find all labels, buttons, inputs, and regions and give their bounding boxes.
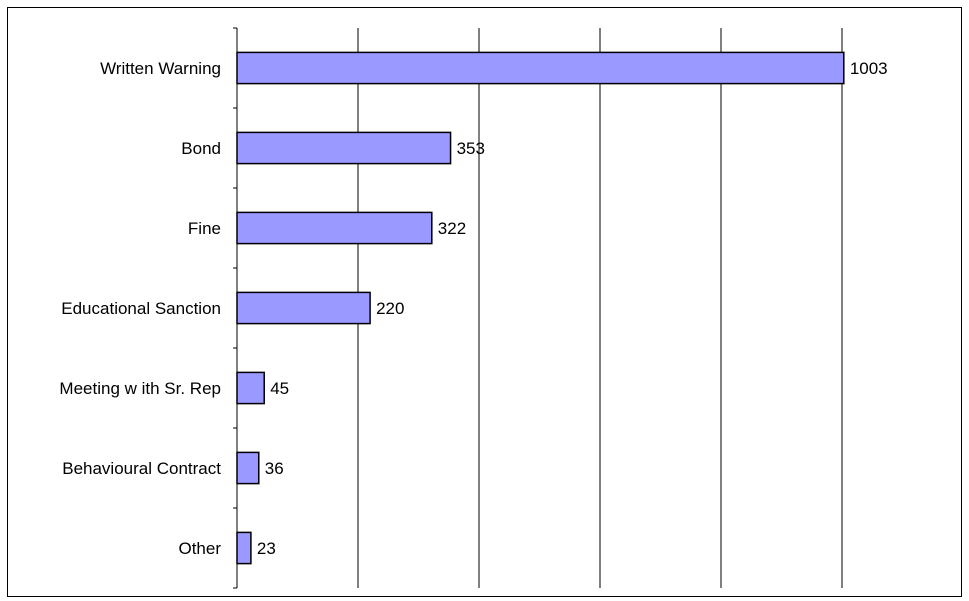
bar: [236, 531, 252, 565]
bar: [236, 451, 260, 485]
category-label: Educational Sanction: [61, 299, 221, 318]
bar: [236, 371, 265, 405]
category-label: Fine: [188, 219, 221, 238]
data-label: 45: [270, 379, 289, 398]
category-label: Meeting w ith Sr. Rep: [59, 379, 221, 398]
labels: Written Warning 1003 Bond 353 Fine 322 Educati…: [59, 59, 887, 558]
data-label: 322: [438, 219, 466, 238]
bars: [236, 51, 845, 565]
bar: [236, 51, 845, 85]
data-label: 1003: [850, 59, 888, 78]
chart-area: [7, 7, 962, 597]
data-label: 353: [457, 139, 485, 158]
data-label: 36: [265, 459, 284, 478]
category-label: Written Warning: [100, 59, 221, 78]
data-label: 220: [376, 299, 404, 318]
category-label: Behavioural Contract: [62, 459, 221, 478]
bar: [236, 291, 371, 325]
category-label: Bond: [181, 139, 221, 158]
category-label: Other: [178, 539, 221, 558]
bar: [236, 131, 452, 165]
gridlines: [357, 28, 843, 588]
data-label: 23: [257, 539, 276, 558]
bar: [236, 211, 433, 245]
